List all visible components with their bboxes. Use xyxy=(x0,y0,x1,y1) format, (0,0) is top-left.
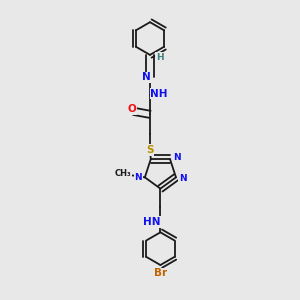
Text: N: N xyxy=(173,153,180,162)
Text: N: N xyxy=(179,174,186,183)
Text: N: N xyxy=(134,173,142,182)
Text: S: S xyxy=(146,145,154,155)
Text: HN: HN xyxy=(143,217,161,227)
Text: N: N xyxy=(142,72,151,82)
Text: NH: NH xyxy=(150,88,168,98)
Text: O: O xyxy=(128,104,136,114)
Text: Br: Br xyxy=(154,268,167,278)
Text: H: H xyxy=(156,53,163,62)
Text: CH₃: CH₃ xyxy=(115,169,131,178)
